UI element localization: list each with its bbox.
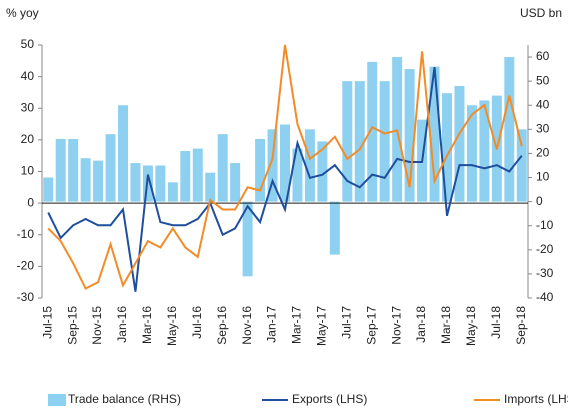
bar (68, 138, 79, 202)
bar (504, 57, 515, 202)
x-tick-label: May-18 (464, 306, 478, 346)
y2-tick-label: 20 (536, 146, 550, 160)
bar (280, 124, 290, 202)
y-tick-label: -20 (17, 259, 35, 273)
y2-tick-label: -10 (536, 218, 554, 232)
bar (167, 182, 178, 202)
line (47, 44, 523, 290)
x-tick-label: Sep-18 (514, 306, 528, 345)
bar (105, 134, 116, 202)
bar (155, 165, 166, 202)
legend-label: Exports (LHS) (292, 392, 367, 406)
y2-tick-label: 40 (536, 97, 550, 111)
x-tick-label: Jan-17 (265, 306, 279, 343)
bar (392, 57, 403, 202)
y-tick-label: 50 (21, 37, 35, 51)
x-tick-label: Jan-16 (115, 306, 129, 343)
bar (205, 172, 216, 202)
y-tick-label: 40 (21, 69, 35, 83)
x-tick-label: Jul-15 (40, 306, 54, 339)
bar (242, 201, 253, 277)
bar (55, 138, 66, 202)
bar (367, 61, 378, 202)
bar (304, 129, 315, 202)
y2-tick-label: 60 (536, 49, 550, 63)
x-tick-label: Sep-15 (65, 306, 79, 345)
legend-swatch (48, 394, 66, 406)
x-tick-label: Mar-17 (290, 306, 304, 344)
x-tick-label: Sep-17 (364, 306, 378, 345)
bar (217, 134, 228, 202)
bar (255, 138, 266, 202)
bar (180, 151, 191, 202)
y-tick-label: -30 (17, 290, 35, 304)
bar (93, 160, 104, 202)
bar (130, 163, 141, 202)
bar (342, 81, 353, 202)
y-tick-label: 0 (27, 195, 34, 209)
legend-label: Imports (LHS) (504, 392, 568, 406)
y-tick-label: -10 (17, 227, 35, 241)
x-tick-label: May-17 (315, 306, 329, 346)
y2-tick-label: 10 (536, 170, 550, 184)
bar (429, 66, 440, 202)
y2-tick-label: 0 (536, 194, 543, 208)
bar (43, 177, 54, 202)
bar (442, 93, 452, 202)
y-tick-label: 10 (21, 164, 35, 178)
x-tick-label: Jan-18 (414, 306, 428, 343)
x-tick-label: Jul-17 (339, 306, 353, 339)
y-tick-label: 30 (21, 100, 35, 114)
x-tick-label: May-16 (165, 306, 179, 346)
x-tick-label: Nov-15 (90, 306, 104, 345)
bar (192, 148, 203, 202)
y2-tick-label: 30 (536, 122, 550, 136)
y2-tick-label: -40 (536, 290, 554, 304)
bar (230, 163, 241, 202)
bar (379, 81, 390, 202)
y-axis-label: % yoy (6, 6, 39, 20)
y-tick-label: 20 (21, 132, 35, 146)
bar (292, 148, 303, 202)
bar (479, 100, 490, 202)
y2-axis-label: USD bn (520, 6, 562, 20)
bar (329, 201, 340, 255)
x-tick-label: Sep-16 (215, 306, 229, 345)
bar (404, 69, 415, 202)
bar (267, 129, 278, 202)
bar (466, 105, 477, 202)
y2-tick-label: -30 (536, 266, 554, 280)
x-tick-label: Jul-16 (190, 306, 204, 339)
legend-label: Trade balance (RHS) (68, 392, 181, 406)
x-tick-label: Nov-16 (240, 306, 254, 345)
bar (80, 158, 91, 202)
x-tick-label: Jul-18 (489, 306, 503, 339)
y2-tick-label: 50 (536, 73, 550, 87)
x-tick-label: Mar-16 (140, 306, 154, 344)
bar (516, 129, 527, 202)
x-tick-label: Mar-18 (439, 306, 453, 344)
bar (354, 81, 365, 202)
bar (118, 105, 128, 202)
y2-tick-label: -20 (536, 242, 554, 256)
bar (317, 141, 328, 202)
bar (454, 85, 465, 202)
x-tick-label: Nov-17 (389, 306, 403, 345)
